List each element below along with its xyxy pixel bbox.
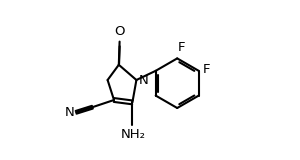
Text: N: N bbox=[138, 74, 148, 87]
Text: N: N bbox=[64, 106, 74, 119]
Text: NH₂: NH₂ bbox=[121, 128, 146, 141]
Text: O: O bbox=[114, 25, 125, 38]
Text: F: F bbox=[203, 63, 211, 76]
Text: F: F bbox=[178, 41, 185, 54]
